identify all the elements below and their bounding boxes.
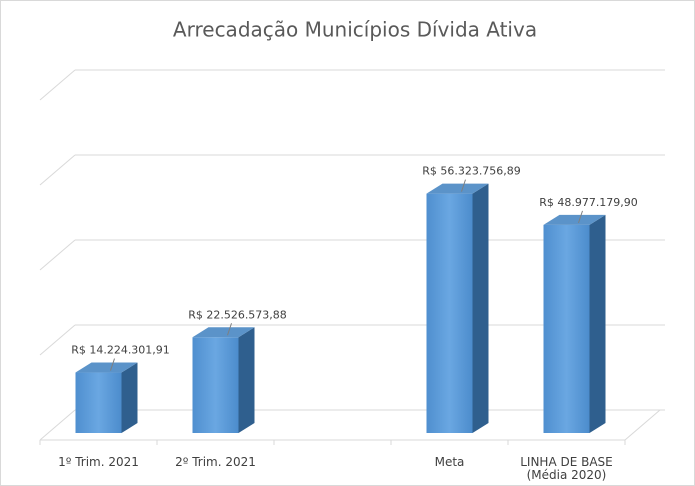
bar [426, 193, 473, 433]
x-tick-label: 1º Trim. 2021 [58, 455, 139, 469]
bar [192, 337, 239, 433]
label-leader [110, 358, 115, 371]
bar-top [543, 214, 606, 225]
x-tick-label: LINHA DE BASE (Média 2020) [520, 455, 613, 482]
bar [75, 372, 122, 433]
x-tick-label: Meta [434, 455, 465, 469]
label-leader [578, 210, 583, 224]
label-leader [227, 323, 232, 336]
grid-line [39, 154, 76, 186]
data-label: R$ 14.224.301,91 [71, 344, 170, 357]
bar-side [121, 362, 138, 433]
data-label: R$ 22.526.573,88 [188, 308, 287, 321]
bar-top [426, 183, 489, 194]
grid-line [39, 69, 76, 101]
bar-top [192, 327, 255, 338]
label-leader [461, 179, 466, 192]
x-tick-label: 2º Trim. 2021 [175, 455, 256, 469]
bar-side [472, 183, 489, 433]
grid-line [39, 239, 76, 271]
floor-edge [624, 409, 661, 441]
grid-line [39, 324, 76, 356]
bar [543, 224, 590, 433]
bar-side [238, 327, 255, 433]
data-label: R$ 48.977.179,90 [539, 196, 638, 209]
data-label: R$ 56.323.756,89 [422, 165, 521, 178]
bar-top [75, 362, 138, 373]
grid-line [39, 409, 76, 441]
bar-side [589, 214, 606, 433]
chart-title: Arrecadação Municípios Dívida Ativa [173, 18, 537, 42]
